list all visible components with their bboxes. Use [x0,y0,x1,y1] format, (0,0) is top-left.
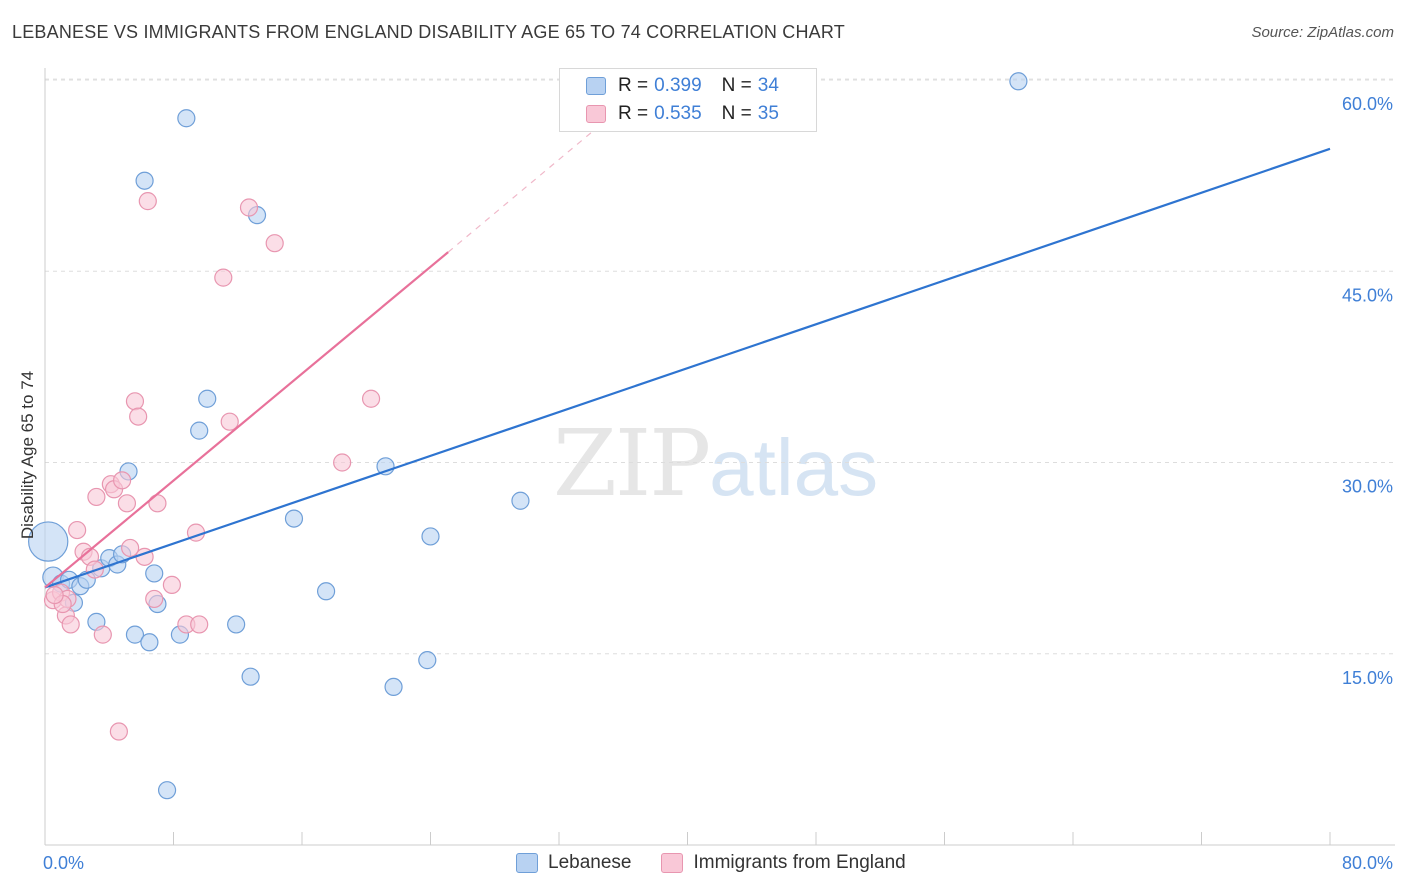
lebanese-point [157,781,177,800]
england-point [162,575,181,595]
lebanese-point [28,521,69,562]
lebanese-point [284,509,304,528]
lebanese-point [190,421,209,440]
r-value: 0.535 [654,103,702,124]
england-point [87,487,106,507]
england-trendline [44,251,449,589]
y-tick-label: 15.0% [1342,668,1393,688]
lebanese-point [135,171,154,190]
england-point [129,407,148,426]
lebanese-point [177,109,196,128]
lebanese-point [140,633,159,652]
watermark-zip: ZIP [553,410,711,517]
lebanese-trendline [44,147,1331,589]
england-point [125,392,145,411]
r-label: R = [618,103,649,124]
n-label: N = [721,75,752,96]
legend-item-lebanese[interactable]: Lebanese [516,852,631,874]
england-point [145,589,164,609]
lebanese-point [125,625,145,644]
y-axis-title: Disability Age 65 to 74 [18,370,37,540]
england-point [214,268,233,287]
england-point [148,494,167,513]
england-point [265,234,284,253]
x-tick-label: 80.0% [1342,853,1393,873]
lebanese-swatch [586,77,606,95]
x-tick-label: 0.0% [43,853,84,873]
england-point [45,585,64,605]
legend-label-lebanese: Lebanese [548,852,632,873]
england-point [109,722,128,741]
watermark-atlas: atlas [709,423,879,512]
watermark: ZIPatlas [553,410,878,517]
lebanese-point [418,651,437,670]
n-value: 34 [757,75,779,96]
lebanese-point [421,527,440,546]
england-point [68,520,87,540]
lebanese-point [198,389,217,408]
r-value: 0.399 [654,75,702,96]
n-label: N = [721,103,752,124]
england-point [61,615,80,634]
lebanese-point [316,582,336,601]
england-point [190,615,209,634]
england-point [239,198,259,217]
stats-legend: R = 0.399 N = 34 R = 0.535 N = 35 [559,68,817,132]
lebanese-point [384,677,403,697]
lebanese-point [511,491,530,510]
england-point [138,192,157,211]
r-label: R = [618,75,649,96]
england-swatch [661,853,684,873]
lebanese-point [241,667,260,686]
chart-title: LEBANESE VS IMMIGRANTS FROM ENGLAND DISA… [12,22,845,42]
legend-label-england: Immigrants from England [693,852,906,873]
england-point [361,389,381,408]
england-trendline-extension [447,124,602,253]
source-label: Source: ZipAtlas.com [1251,24,1394,41]
lebanese-point [145,564,164,583]
stats-legend-row-lebanese: R = 0.399 N = 34 [586,73,779,99]
y-tick-label: 60.0% [1342,94,1393,114]
england-point [220,412,239,431]
england-point [112,471,132,490]
legend-item-england[interactable]: Immigrants from England [661,852,906,874]
lebanese-point [1009,72,1028,91]
y-tick-label: 30.0% [1342,477,1393,497]
england-swatch [586,105,606,123]
england-point [121,538,140,558]
n-value: 35 [757,103,779,124]
stats-legend-row-england: R = 0.535 N = 35 [586,101,779,127]
y-tick-label: 45.0% [1342,285,1393,305]
lebanese-swatch [516,853,538,873]
series-legend: Lebanese Immigrants from England [516,852,936,874]
england-point [333,453,352,472]
england-point [117,494,137,513]
england-point [93,625,112,644]
lebanese-point [227,615,246,634]
